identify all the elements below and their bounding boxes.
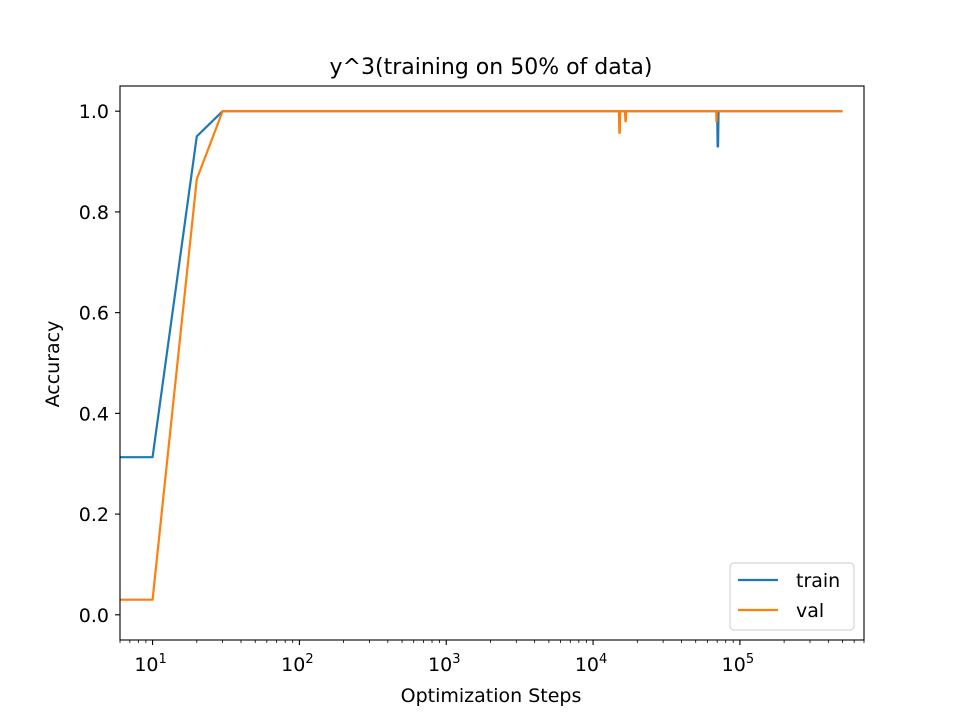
series-layer bbox=[120, 110, 843, 601]
x-axis-label: Optimization Steps bbox=[401, 685, 582, 707]
y-tick-label: 0.8 bbox=[79, 202, 109, 224]
legend: train val bbox=[729, 562, 855, 631]
legend-label-val: val bbox=[796, 600, 824, 622]
x-tick-label: 105 bbox=[722, 652, 754, 676]
y-tick-label: 0.2 bbox=[79, 504, 109, 526]
y-axis-label: Accuracy bbox=[42, 321, 64, 408]
series-line-val bbox=[120, 110, 843, 601]
plot-frame bbox=[119, 85, 865, 641]
x-tick-label: 104 bbox=[575, 652, 607, 676]
x-tick-label: 102 bbox=[281, 652, 313, 676]
x-tick-label: 103 bbox=[428, 652, 460, 676]
y-tick-label: 0.0 bbox=[79, 605, 109, 627]
y-tick-label: 0.4 bbox=[79, 403, 109, 425]
x-tick-label: 101 bbox=[134, 652, 166, 676]
chart-title: y^3(training on 50% of data) bbox=[330, 55, 653, 80]
legend-label-train: train bbox=[796, 570, 840, 592]
tick-layer: 0.0 0.2 0.4 0.6 0.8 1.0 101 102 103 104 105 bbox=[79, 101, 865, 676]
y-tick-label: 0.6 bbox=[79, 303, 109, 325]
y-tick-label: 1.0 bbox=[79, 101, 109, 123]
